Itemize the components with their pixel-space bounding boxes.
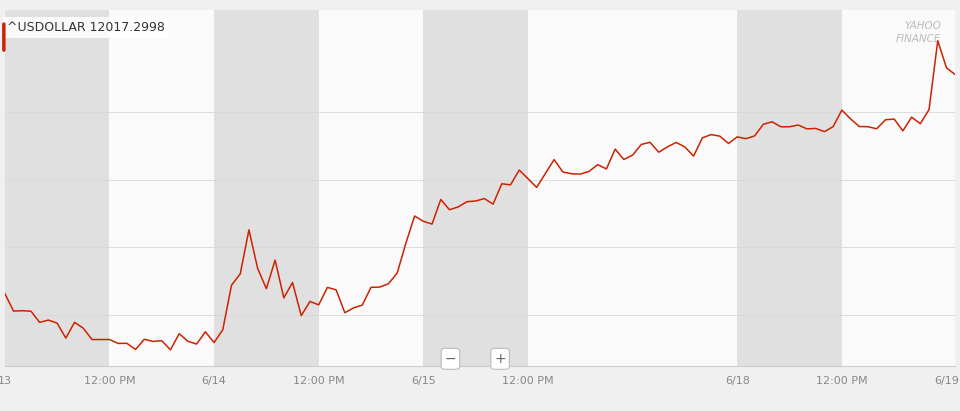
Bar xyxy=(5,10,109,366)
Bar xyxy=(842,10,960,366)
Bar xyxy=(109,10,214,366)
Bar xyxy=(528,10,737,366)
Bar xyxy=(214,10,319,366)
Text: −: − xyxy=(444,352,456,366)
Bar xyxy=(737,10,842,366)
Text: ^USDOLLAR 12017.2998: ^USDOLLAR 12017.2998 xyxy=(7,21,164,34)
Bar xyxy=(423,10,528,366)
Text: YAHOO
FINANCE: YAHOO FINANCE xyxy=(896,21,941,44)
Text: +: + xyxy=(494,352,506,366)
Bar xyxy=(319,10,423,366)
